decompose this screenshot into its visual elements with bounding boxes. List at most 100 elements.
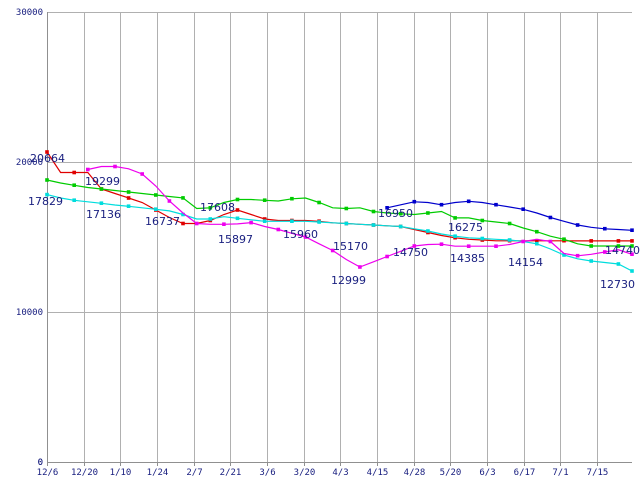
data-point-cyan <box>235 216 240 221</box>
data-point-magenta <box>521 239 525 244</box>
axes <box>47 12 632 463</box>
data-point-blue <box>630 228 634 232</box>
x-tick-labels: 12/6 12/20 1/10 1/24 2/7 2/21 3/6 3/20 4/3 4/15 4/… <box>37 462 609 478</box>
x-tick-label: 3/6 <box>259 468 275 478</box>
data-point-green <box>616 244 621 248</box>
data-point-red <box>262 217 267 221</box>
series-line-red <box>46 151 632 242</box>
data-point-cyan <box>154 207 158 211</box>
data-point-magenta <box>249 220 253 225</box>
data-point-cyan <box>589 259 593 263</box>
data-point-cyan <box>45 192 49 197</box>
data-point-cyan <box>630 269 634 273</box>
data-point-green <box>262 198 267 202</box>
data-point-label: 12999 <box>331 274 366 287</box>
data-point-cyan <box>507 238 512 242</box>
data-point-label: 15960 <box>283 228 318 241</box>
x-tick-label: 6/17 <box>514 468 536 478</box>
data-point-cyan <box>453 234 457 238</box>
data-point-green <box>235 197 240 202</box>
y-tick-labels: 0 10000 20000 30000 <box>16 8 43 468</box>
data-point-magenta <box>385 254 389 259</box>
data-point-label: 17608 <box>200 201 235 214</box>
data-point-magenta <box>86 167 90 172</box>
data-point-green <box>344 206 349 211</box>
data-point-red <box>630 239 634 243</box>
data-point-blue <box>603 226 607 231</box>
data-point-magenta <box>140 172 144 176</box>
series-green <box>45 178 634 248</box>
data-point-blue <box>439 202 444 207</box>
series-cyan <box>45 192 634 273</box>
data-point-blue <box>494 202 498 207</box>
data-point-green <box>45 178 49 182</box>
data-point-green <box>126 190 131 194</box>
data-point-green <box>507 221 512 226</box>
data-point-blue <box>385 206 389 210</box>
gridlines <box>47 12 632 463</box>
data-point-cyan <box>181 212 185 217</box>
data-point-red <box>181 221 185 226</box>
data-point-blue <box>575 223 580 227</box>
data-point-magenta <box>439 242 444 246</box>
origin-label: 0 <box>38 458 43 468</box>
data-point-label: 19299 <box>85 175 120 188</box>
data-point-blue <box>466 199 471 204</box>
data-point-magenta <box>113 164 117 169</box>
data-point-red <box>616 239 621 243</box>
data-point-green <box>480 218 485 223</box>
data-point-red <box>535 238 539 243</box>
data-point-cyan <box>371 223 376 227</box>
data-point-green <box>562 237 566 241</box>
data-point-red <box>126 196 131 200</box>
data-point-magenta <box>548 239 553 244</box>
series-blue <box>385 199 634 232</box>
data-point-label: 16950 <box>378 207 413 220</box>
data-point-magenta <box>575 253 580 258</box>
data-point-magenta <box>276 227 281 232</box>
x-tick-label: 4/28 <box>404 468 426 478</box>
data-point-magenta <box>222 222 226 226</box>
x-tick-label: 4/3 <box>332 468 348 478</box>
data-point-green <box>290 196 294 201</box>
data-point-cyan <box>480 236 485 241</box>
data-point-cyan <box>99 201 104 205</box>
x-tick-label: 7/15 <box>587 468 609 478</box>
x-tick-label: 2/7 <box>186 468 202 478</box>
data-point-magenta <box>330 248 335 253</box>
y-tick-label: 30000 <box>16 8 43 18</box>
data-point-cyan <box>344 221 349 226</box>
data-point-label: 15897 <box>218 233 253 246</box>
x-tick-label: 4/15 <box>367 468 389 478</box>
data-point-blue <box>548 215 553 220</box>
data-point-label: 16737 <box>145 215 180 228</box>
x-tick-label: 6/3 <box>479 468 495 478</box>
x-tick-label: 2/21 <box>220 468 242 478</box>
data-point-cyan <box>72 198 76 202</box>
data-point-label: 14154 <box>508 256 543 269</box>
data-point-magenta <box>630 252 634 256</box>
data-point-green <box>181 196 185 200</box>
series-line-cyan <box>46 194 633 272</box>
data-point-cyan <box>616 262 621 266</box>
series-red <box>45 150 634 243</box>
data-point-green <box>426 211 430 215</box>
data-point-magenta <box>303 235 308 239</box>
data-point-cyan <box>562 253 566 257</box>
data-point-red <box>589 239 593 243</box>
data-point-green <box>371 209 376 214</box>
data-point-labels: 20664 19299 17608 15897 15960 15170 12999 17829… <box>28 152 640 291</box>
x-tick-label: 12/20 <box>71 468 98 478</box>
data-point-label: 14385 <box>450 252 485 265</box>
series-magenta <box>86 164 634 269</box>
data-point-label: 14740 <box>605 244 640 257</box>
data-point-red <box>45 150 49 154</box>
data-point-green <box>72 183 76 187</box>
data-point-green <box>99 187 104 191</box>
data-series-group <box>45 150 634 273</box>
data-point-red <box>72 170 76 175</box>
data-point-cyan <box>317 220 321 224</box>
x-tick-label: 7/1 <box>552 468 568 478</box>
